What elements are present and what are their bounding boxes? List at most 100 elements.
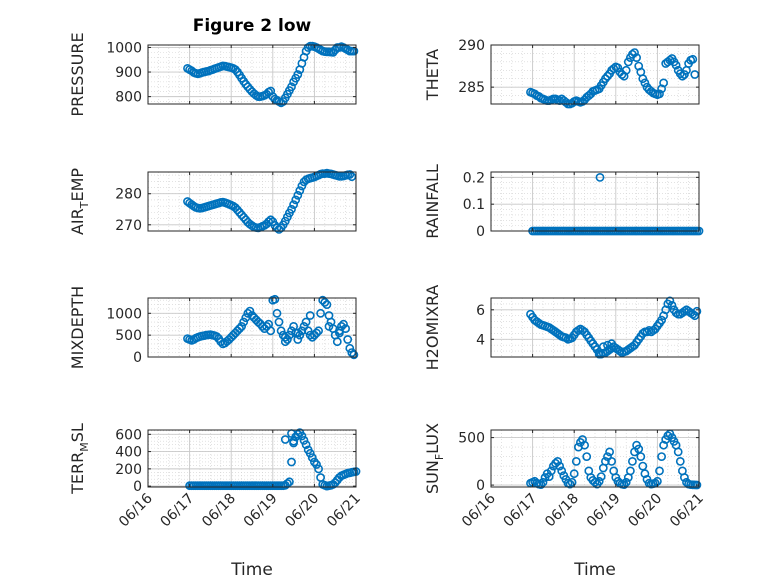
axes-box bbox=[147, 44, 357, 105]
data-point bbox=[638, 461, 648, 471]
data-point bbox=[305, 311, 315, 320]
data-point bbox=[287, 82, 296, 92]
data-point bbox=[680, 70, 689, 79]
x-axis-label-right: Time bbox=[573, 560, 616, 580]
data-point bbox=[289, 438, 298, 448]
data-point bbox=[303, 326, 313, 336]
data-point bbox=[230, 65, 240, 74]
axes-box bbox=[147, 429, 357, 488]
data-point bbox=[594, 349, 604, 359]
data-point bbox=[266, 86, 276, 96]
x-tick-label: 06/18 bbox=[199, 491, 239, 531]
y-axis-label: TERRMSL bbox=[68, 423, 91, 495]
data-point bbox=[297, 431, 307, 441]
data-point bbox=[320, 297, 330, 307]
data-point bbox=[307, 453, 317, 462]
data-point bbox=[334, 328, 344, 338]
data-point bbox=[692, 306, 702, 316]
data-point bbox=[284, 477, 294, 487]
data-point bbox=[295, 330, 305, 340]
y-axis-label: RAINFALL bbox=[423, 164, 442, 239]
data-point bbox=[546, 466, 556, 476]
data-point bbox=[536, 480, 546, 489]
subplot-2: 285 290 THETA bbox=[423, 38, 700, 109]
data-point bbox=[657, 452, 666, 461]
y-tick-label: 285 bbox=[458, 80, 485, 96]
y-tick-label: 280 bbox=[115, 187, 142, 203]
data-point bbox=[569, 469, 579, 479]
y-tick-label: 0.2 bbox=[463, 170, 485, 186]
data-point bbox=[680, 473, 689, 482]
data-point bbox=[594, 476, 604, 486]
data-point bbox=[659, 78, 668, 88]
data-point bbox=[287, 457, 296, 467]
data-point bbox=[557, 466, 567, 476]
data-point bbox=[678, 71, 687, 81]
data-point bbox=[301, 317, 311, 327]
data-point bbox=[553, 456, 562, 466]
y-tick-label: 1000 bbox=[106, 306, 142, 322]
y-tick-label: 500 bbox=[115, 328, 142, 344]
data-point bbox=[580, 440, 589, 450]
data-point bbox=[688, 54, 698, 64]
data-point bbox=[628, 456, 637, 466]
subplot-1: 800 900 1000 PRESSURE bbox=[68, 32, 359, 117]
data-point bbox=[272, 308, 282, 318]
y-tick-label: 900 bbox=[115, 65, 142, 81]
data-point bbox=[301, 440, 311, 450]
data-point bbox=[293, 328, 303, 338]
y-tick-label: 0.1 bbox=[463, 197, 485, 213]
subplot-5: 0 500 1000 MIXDEPTH bbox=[68, 286, 359, 369]
axes-box bbox=[147, 297, 357, 358]
data-point bbox=[314, 464, 323, 474]
data-point bbox=[282, 335, 292, 344]
data-point bbox=[274, 317, 284, 327]
y-tick-label: 0 bbox=[476, 478, 485, 494]
data-point bbox=[245, 306, 255, 316]
data-series bbox=[526, 429, 702, 490]
data-point bbox=[216, 337, 226, 347]
y-tick-label: 0 bbox=[476, 224, 485, 240]
data-point bbox=[212, 332, 221, 341]
y-axis-label: THETA bbox=[423, 49, 442, 101]
y-axis-label: SUNFLUX bbox=[423, 423, 446, 494]
figure-title: Figure 2 low bbox=[193, 16, 312, 36]
data-point bbox=[601, 74, 610, 84]
x-tick-label: 06/18 bbox=[542, 491, 582, 531]
data-point bbox=[287, 204, 296, 214]
data-point bbox=[596, 472, 606, 481]
data-point bbox=[293, 190, 303, 200]
data-point bbox=[293, 70, 303, 79]
data-point bbox=[555, 461, 564, 471]
data-point bbox=[332, 337, 342, 347]
y-tick-label: 800 bbox=[115, 90, 142, 106]
data-point bbox=[232, 205, 242, 215]
data-point bbox=[266, 215, 276, 225]
data-point bbox=[638, 74, 648, 84]
y-axis-label: MIXDEPTH bbox=[68, 286, 87, 369]
data-point bbox=[324, 321, 334, 331]
data-point bbox=[690, 311, 700, 321]
data-point bbox=[280, 435, 290, 444]
data-point bbox=[235, 324, 244, 333]
data-point bbox=[347, 348, 357, 357]
data-point bbox=[613, 63, 623, 73]
data-point bbox=[295, 186, 305, 195]
y-tick-label: 500 bbox=[458, 431, 485, 447]
y-tick-label: 400 bbox=[115, 445, 142, 461]
data-point bbox=[561, 97, 571, 107]
y-tick-label: 290 bbox=[458, 38, 485, 54]
data-point bbox=[640, 78, 650, 88]
data-point bbox=[675, 456, 685, 466]
data-point bbox=[309, 457, 319, 467]
y-axis-label: PRESSURE bbox=[68, 32, 87, 116]
x-tick-label: 06/19 bbox=[241, 491, 281, 531]
data-point bbox=[341, 324, 350, 333]
data-point bbox=[316, 308, 325, 318]
data-point bbox=[322, 300, 332, 309]
data-point bbox=[598, 342, 608, 352]
data-point bbox=[571, 456, 581, 466]
subplot-8: 0 500 SUNFLUX 06/16 06/17 06/18 06/19 06/20 06/2… bbox=[423, 423, 707, 530]
